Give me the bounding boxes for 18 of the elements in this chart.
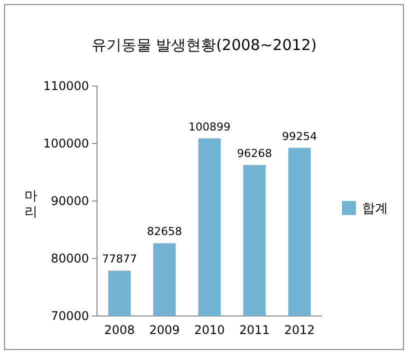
y-tick-label: 70000 <box>50 309 89 324</box>
y-tick-label: 100000 <box>43 136 89 151</box>
y-tick-label: 90000 <box>50 194 89 208</box>
x-tick-label: 2009 <box>149 323 180 337</box>
data-label: 96268 <box>237 146 272 160</box>
data-label: 77877 <box>102 252 137 266</box>
data-label: 99254 <box>282 130 317 143</box>
data-label: 82658 <box>147 225 182 238</box>
chart-title: 유기동물 발생현황(2008~2012) <box>91 36 317 54</box>
x-tick-label: 2012 <box>284 323 315 337</box>
data-label: 100899 <box>188 120 230 134</box>
x-tick-label: 2011 <box>239 323 270 337</box>
legend-label: 합계 <box>362 202 388 217</box>
y-tick-label: 80000 <box>50 252 89 266</box>
x-tick-label: 2008 <box>104 323 135 337</box>
y-tick-label: 110000 <box>43 79 89 94</box>
x-tick-label: 2010 <box>194 323 225 337</box>
y-axis-title: 마리 <box>24 189 38 220</box>
